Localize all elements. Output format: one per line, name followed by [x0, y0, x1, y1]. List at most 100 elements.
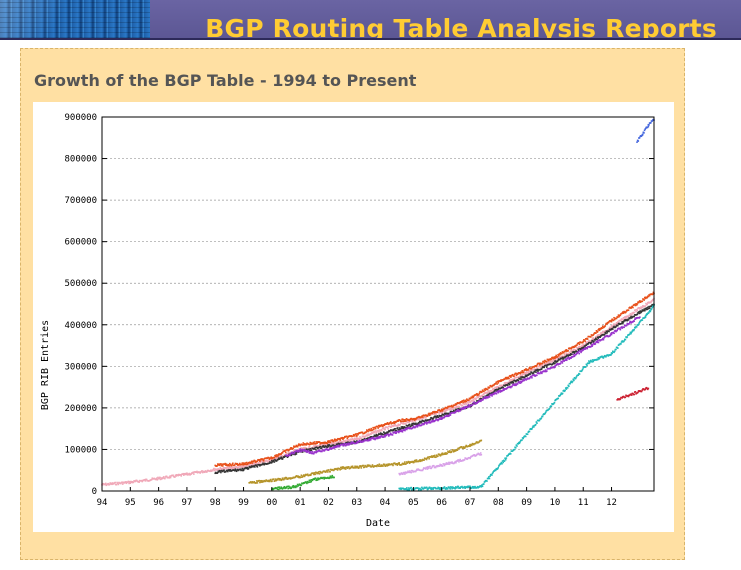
data-point	[339, 444, 341, 447]
data-point	[454, 410, 456, 413]
data-point	[615, 325, 617, 328]
data-point	[375, 433, 378, 436]
data-point	[284, 449, 286, 452]
data-point	[607, 355, 610, 357]
data-point	[633, 311, 635, 314]
data-point	[548, 407, 551, 410]
data-point	[605, 323, 607, 326]
data-point	[109, 482, 111, 484]
data-point	[162, 476, 165, 478]
data-point	[273, 456, 276, 459]
data-point	[638, 322, 641, 324]
data-point	[473, 401, 476, 404]
data-point	[352, 441, 355, 444]
x-tick-label: 08	[493, 498, 504, 508]
data-point	[422, 416, 424, 418]
data-point	[492, 388, 495, 390]
data-point	[523, 436, 525, 438]
data-point	[625, 317, 628, 319]
data-point	[309, 474, 312, 477]
data-point	[334, 440, 337, 442]
data-point	[345, 441, 347, 444]
data-point	[598, 357, 601, 360]
data-point	[630, 394, 633, 396]
data-point	[618, 343, 621, 346]
data-point	[281, 477, 284, 480]
data-point	[356, 465, 359, 468]
data-point	[588, 360, 590, 362]
data-point	[643, 309, 646, 312]
data-point	[435, 416, 437, 419]
data-point	[309, 479, 312, 481]
data-point	[350, 441, 352, 443]
data-point	[444, 453, 446, 455]
data-point	[329, 441, 332, 444]
data-point	[305, 481, 308, 484]
data-point	[406, 428, 408, 431]
data-point	[347, 442, 350, 445]
data-point	[544, 370, 546, 373]
data-point	[226, 466, 228, 468]
data-point	[386, 422, 389, 424]
data-point	[400, 428, 402, 430]
data-point	[302, 446, 305, 449]
data-point	[294, 445, 297, 448]
data-point	[559, 359, 561, 361]
data-point	[464, 399, 467, 402]
data-point	[345, 443, 348, 445]
data-point	[440, 453, 443, 455]
data-point	[305, 449, 308, 452]
data-point	[476, 392, 478, 395]
data-point	[541, 415, 544, 418]
data-point	[427, 414, 429, 417]
data-point	[501, 462, 503, 465]
data-point	[600, 332, 602, 334]
data-point	[592, 343, 594, 346]
data-point	[256, 466, 259, 468]
data-point	[216, 463, 219, 465]
data-point	[271, 487, 274, 490]
data-point	[407, 420, 410, 423]
data-point	[346, 443, 349, 446]
data-point	[227, 464, 230, 466]
data-point	[322, 476, 325, 479]
data-point	[288, 454, 291, 457]
data-point	[625, 311, 627, 313]
data-point	[481, 399, 484, 401]
data-point	[617, 324, 619, 327]
data-point	[428, 487, 430, 489]
data-point	[498, 465, 500, 467]
data-point	[426, 467, 428, 469]
data-point	[610, 319, 613, 322]
data-point	[603, 337, 605, 339]
data-point	[220, 467, 223, 470]
data-point	[409, 470, 411, 472]
data-point	[296, 483, 299, 486]
data-point	[199, 472, 201, 474]
data-point	[590, 341, 593, 344]
data-point	[601, 327, 603, 330]
data-point	[613, 350, 616, 353]
data-point	[632, 313, 634, 315]
data-point	[378, 435, 381, 438]
data-point	[225, 464, 227, 466]
data-point	[127, 480, 130, 483]
data-point	[559, 393, 562, 396]
data-point	[251, 481, 254, 483]
data-point	[557, 397, 560, 400]
y-tick-label: 800000	[64, 155, 97, 165]
data-point	[369, 439, 372, 441]
data-point	[420, 488, 423, 491]
data-point	[325, 444, 328, 446]
data-point	[544, 369, 547, 371]
data-point	[328, 448, 331, 450]
data-point	[637, 140, 640, 142]
data-point	[585, 363, 588, 366]
data-point	[532, 372, 535, 374]
data-point	[506, 387, 508, 390]
data-point	[446, 407, 449, 409]
data-point	[617, 347, 619, 349]
data-point	[368, 428, 371, 431]
data-point	[420, 416, 423, 418]
data-point	[458, 461, 460, 463]
